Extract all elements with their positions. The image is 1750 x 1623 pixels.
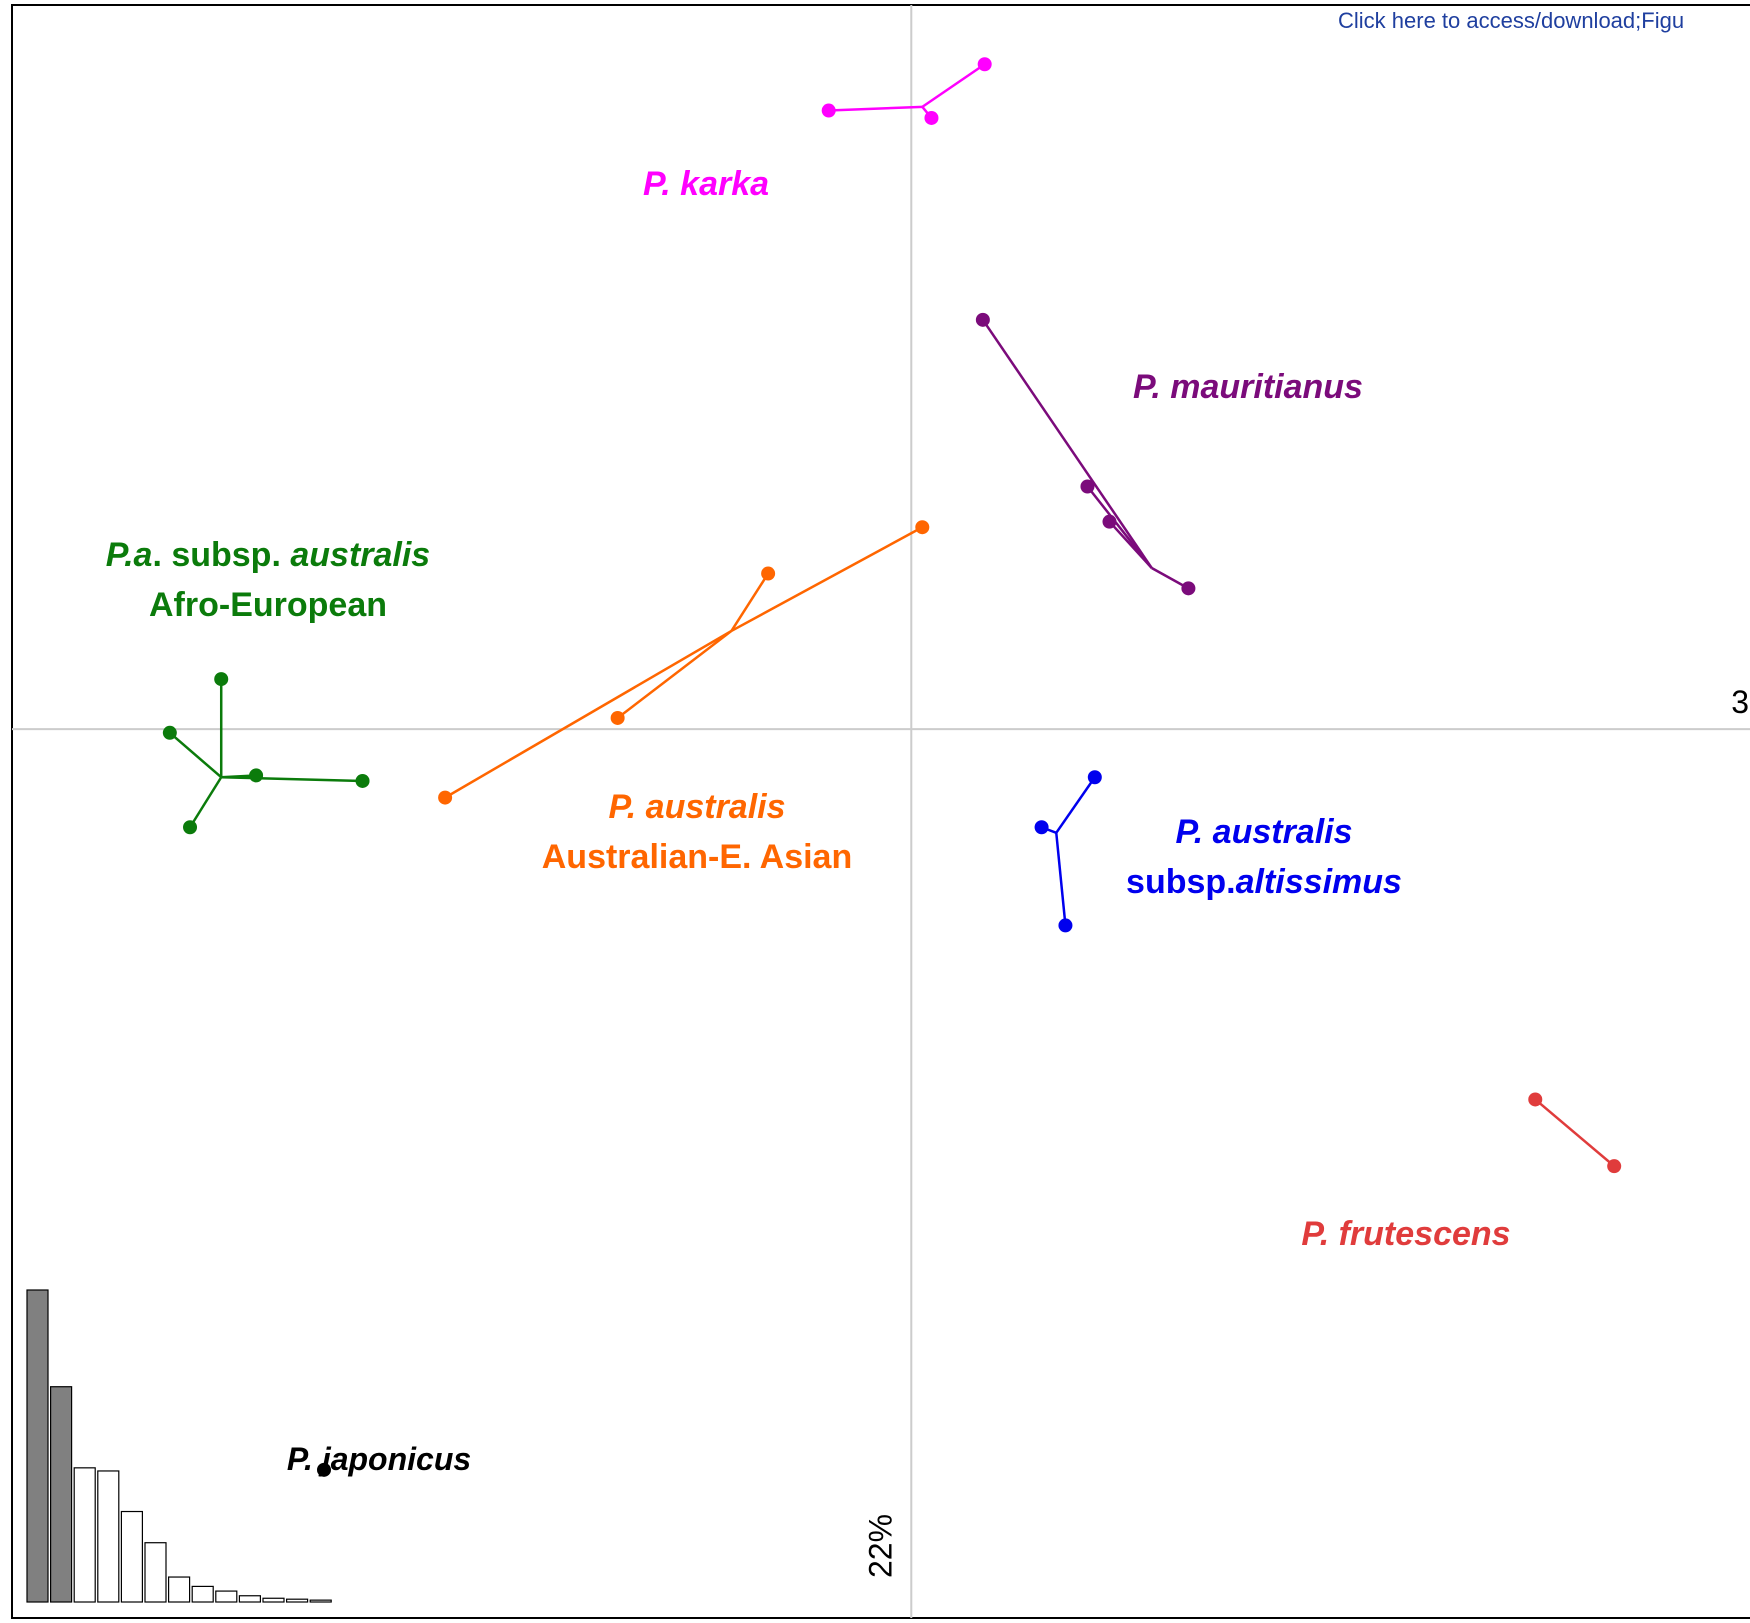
eigenvalue-bar-12: [309, 1599, 332, 1603]
label-karka-line-0-seg-0: P. karka: [643, 165, 769, 203]
link-karka-1: [921, 63, 986, 108]
link-mauritianus-2: [1108, 520, 1153, 569]
point-pa-australis-4: [183, 820, 198, 835]
eigenvalue-bar-7: [191, 1585, 214, 1603]
link-mauritianus-0: [981, 319, 1153, 569]
eigenvalue-bar-3: [97, 1470, 120, 1603]
y-axis-label: 22%: [862, 1514, 898, 1578]
point-frutescens-0: [1528, 1092, 1543, 1107]
label-pa-australis-line-0-seg-0: P.a: [106, 536, 153, 574]
series-japonicus: [316, 1462, 331, 1477]
point-altissimus-1: [1034, 820, 1049, 835]
point-australis-ae-1: [761, 566, 776, 581]
label-altissimus-line-1-seg-0: subsp.: [1126, 863, 1236, 901]
label-japonicus-line-0: P. japonicus: [287, 1441, 471, 1477]
point-altissimus-0: [1087, 770, 1102, 785]
point-australis-ae-3: [438, 790, 453, 805]
label-pa-australis-line-0-seg-1: . subsp.: [152, 536, 290, 574]
eigenvalue-bar-4: [120, 1510, 144, 1603]
label-australis-ae-line-1-seg-0: Australian-E. Asian: [542, 838, 852, 876]
point-frutescens-1: [1607, 1159, 1622, 1174]
eigenvalue-bar-10: [262, 1597, 285, 1603]
eigenvalue-bar-5: [144, 1542, 167, 1603]
point-pa-australis-1: [162, 725, 177, 740]
label-altissimus-line-1-seg-1: altissimus: [1236, 863, 1402, 901]
series-mauritianus: [975, 312, 1196, 596]
label-altissimus-line-0: P. australis: [1175, 813, 1352, 851]
link-australis-ae-0: [730, 526, 923, 633]
point-karka-1: [977, 57, 992, 72]
point-mauritianus-3: [1181, 581, 1196, 596]
plot-frame: [11, 4, 1750, 1619]
label-altissimus-line-0-seg-0: P. australis: [1175, 813, 1352, 851]
point-pa-australis-2: [249, 768, 264, 783]
link-australis-ae-1: [730, 572, 770, 632]
label-australis-ae-line-1: Australian-E. Asian: [542, 838, 852, 876]
point-japonicus-0: [316, 1462, 331, 1477]
series-pa-australis: [162, 672, 370, 835]
x-axis-label: 32%: [1731, 684, 1750, 720]
series-australis-ae: [438, 520, 930, 805]
series-altissimus: [1034, 770, 1102, 933]
link-altissimus-2: [1055, 832, 1067, 926]
eigenvalue-bar-1: [49, 1386, 73, 1603]
point-mauritianus-2: [1102, 514, 1117, 529]
label-altissimus-line-1: subsp.altissimus: [1126, 863, 1402, 901]
link-pa-australis-3: [221, 775, 363, 783]
label-mauritianus-line-0-seg-0: P. mauritianus: [1133, 368, 1363, 406]
series-karka: [821, 57, 992, 125]
label-karka-line-0: P. karka: [643, 165, 769, 203]
label-pa-australis-line-0: P.a. subsp. australis: [106, 536, 430, 574]
label-australis-ae-line-0: P. australis: [608, 788, 785, 826]
point-karka-2: [924, 110, 939, 125]
link-australis-ae-3: [444, 629, 733, 799]
point-mauritianus-0: [975, 312, 990, 327]
point-pa-australis-0: [214, 672, 229, 687]
download-link[interactable]: Click here to access/download;Figu: [1338, 8, 1685, 33]
point-mauritianus-1: [1080, 479, 1095, 494]
link-frutescens-0: [1534, 1098, 1615, 1168]
point-pa-australis-3: [355, 773, 370, 788]
label-mauritianus-line-0: P. mauritianus: [1133, 368, 1363, 406]
link-pa-australis-1: [169, 731, 223, 779]
link-australis-ae-2: [616, 629, 733, 719]
link-altissimus-0: [1055, 776, 1096, 834]
point-altissimus-2: [1058, 918, 1073, 933]
eigenvalue-bar-0: [26, 1289, 49, 1603]
point-karka-0: [821, 103, 836, 118]
label-frutescens-line-0: P. frutescens: [1301, 1215, 1510, 1253]
label-frutescens-line-0-seg-0: P. frutescens: [1301, 1215, 1510, 1253]
label-australis-ae-line-0-seg-0: P. australis: [608, 788, 785, 826]
label-pa-australis-line-1-seg-0: Afro-European: [149, 586, 387, 624]
label-japonicus-line-0-seg-0: P. japonicus: [287, 1441, 471, 1477]
eigenvalue-bar-11: [286, 1598, 309, 1603]
eigenvalue-bar-6: [168, 1576, 191, 1603]
eigenvalue-bar-8: [215, 1590, 238, 1603]
eigenvalue-bar-9: [238, 1595, 261, 1603]
link-karka-0: [828, 105, 923, 112]
point-australis-ae-0: [915, 520, 930, 535]
eigenvalue-bar-2: [73, 1467, 96, 1603]
series-frutescens: [1528, 1092, 1622, 1174]
label-pa-australis-line-0-seg-2: australis: [290, 536, 430, 574]
link-pa-australis-4: [188, 776, 223, 828]
point-australis-ae-2: [610, 710, 625, 725]
label-pa-australis-line-1: Afro-European: [149, 586, 387, 624]
